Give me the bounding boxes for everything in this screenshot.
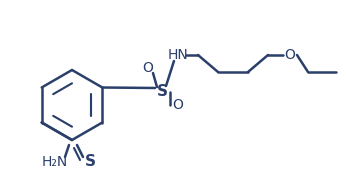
- Text: O: O: [173, 98, 183, 112]
- Text: HN: HN: [167, 48, 188, 62]
- Text: S: S: [156, 84, 167, 99]
- Text: O: O: [284, 48, 295, 62]
- Text: O: O: [143, 61, 153, 75]
- Text: S: S: [84, 155, 95, 170]
- Text: H₂N: H₂N: [42, 155, 68, 169]
